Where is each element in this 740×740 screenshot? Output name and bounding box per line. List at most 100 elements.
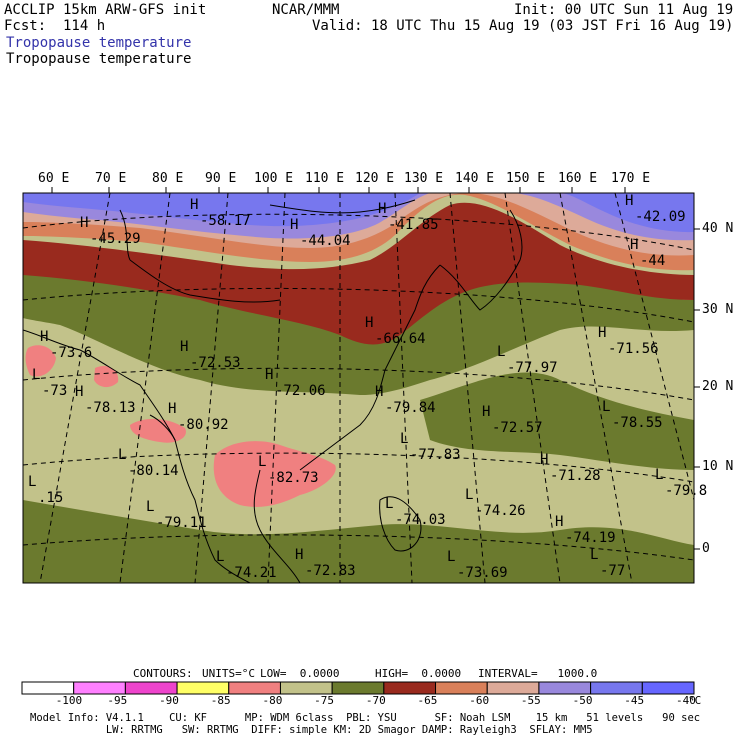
- low-center-value: -74.03: [395, 512, 446, 528]
- high-center-marker: H: [555, 514, 564, 530]
- valid-time: Valid: 18 UTC Thu 15 Aug 19 (03 JST Fri …: [312, 18, 734, 34]
- high-center-marker: H: [75, 384, 84, 400]
- shade-minus70-patch: [420, 372, 694, 470]
- lon-ticks: [51, 187, 626, 193]
- colorbar-swatch: [641, 681, 695, 695]
- high-center-value: -44: [640, 253, 666, 269]
- lon-label: 140 E: [455, 171, 495, 186]
- high-center-marker: H: [180, 339, 189, 355]
- high-center-value: -71.56: [608, 341, 659, 357]
- graticule: [23, 193, 694, 583]
- high-center-value: -42.09: [635, 209, 686, 225]
- lon-label: 70 E: [95, 171, 127, 186]
- colorbar-label: -80: [262, 694, 283, 707]
- lon-line-80: [119, 193, 171, 583]
- lon-label: 160 E: [558, 171, 598, 186]
- lat-label: 20 N: [702, 379, 734, 394]
- low-center-value: -74.21: [226, 565, 277, 581]
- colorbar-swatch: [486, 681, 540, 695]
- map-frame: [22, 192, 695, 584]
- low-center-marker: L: [497, 344, 506, 360]
- shade-minus70-south: [23, 500, 694, 583]
- colorbar-label: -60: [469, 694, 490, 707]
- contours-label: CONTOURS:: [133, 667, 193, 680]
- low-center-marker: L: [258, 454, 267, 470]
- border-central-asia: [119, 209, 131, 261]
- lat-line-0: [23, 534, 694, 561]
- lon-label: 130 E: [404, 171, 444, 186]
- colorbar-swatch: [228, 681, 281, 695]
- high-center-value: -79.84: [385, 400, 436, 416]
- high-center-value: -41.85: [388, 217, 439, 233]
- high-center-marker: H: [265, 367, 274, 383]
- model-info-line2: LW: RRTMG SW: RRTMG DIFF: simple KM: 2D …: [30, 724, 593, 736]
- high-center-value: -72.06: [275, 383, 326, 399]
- colorbar-swatch: [279, 681, 333, 695]
- low-center-marker: L: [655, 467, 664, 483]
- high-center-value: -72.57: [492, 420, 543, 436]
- model-title: ACCLIP 15km ARW-GFS init: [4, 2, 207, 18]
- colorbar-label: -40: [676, 694, 696, 707]
- lon-label: 120 E: [355, 171, 395, 186]
- lon-label: 170 E: [611, 171, 651, 186]
- high-center-marker: H: [295, 547, 304, 563]
- low-center-value: -78.55: [612, 415, 663, 431]
- colorbar-label: -75: [314, 694, 335, 707]
- coastline-indochina: [253, 469, 301, 583]
- low-center-marker: L: [118, 447, 127, 463]
- low-center-marker: L: [465, 487, 474, 503]
- low-center-value: -73: [42, 383, 68, 399]
- lat-label: 30 N: [702, 302, 734, 317]
- high-center-marker: H: [625, 193, 634, 209]
- colorbar-label: -90: [159, 694, 179, 707]
- low-center-marker: L: [602, 399, 611, 415]
- contours-high: HIGH= 0.0000: [375, 667, 462, 680]
- low-center-marker: L: [32, 367, 41, 383]
- low-center-marker: L: [146, 499, 155, 515]
- colorbar-swatch: [435, 681, 488, 695]
- high-center-value: -45.29: [90, 231, 141, 247]
- lat-line-30: [23, 287, 694, 323]
- contours-interval: INTERVAL= 1000.0: [478, 667, 598, 680]
- low-center-value: -77.97: [507, 360, 558, 376]
- lon-line-130: [449, 193, 486, 583]
- border-himalaya: [129, 259, 281, 303]
- low-center-marker: L: [590, 547, 599, 563]
- colorbar-label: -65: [417, 694, 438, 707]
- lon-label: 150 E: [506, 171, 546, 186]
- colorbar-swatch: [538, 681, 592, 695]
- high-center-value: -80.92: [178, 417, 229, 433]
- coastline-bay: [149, 414, 176, 441]
- high-center-marker: H: [80, 215, 89, 231]
- low-center-value: -80.14: [128, 463, 179, 479]
- lon-label: 100 E: [254, 171, 294, 186]
- shade-minus80-patch-4: [94, 365, 119, 388]
- high-center-marker: H: [190, 197, 199, 213]
- shade-minus80-patch-2: [130, 418, 186, 443]
- high-center-value: -72.83: [305, 563, 356, 579]
- high-center-value: -44.04: [300, 233, 351, 249]
- colorbar-label: -70: [365, 694, 386, 707]
- organization: NCAR/MMM: [272, 2, 340, 18]
- lon-line-140: [504, 193, 561, 583]
- high-center-marker: H: [290, 217, 299, 233]
- lon-line-70: [39, 193, 111, 583]
- low-center-value: -74.26: [475, 503, 526, 519]
- lon-label: 80 E: [152, 171, 184, 186]
- lon-line-160: [614, 193, 694, 501]
- low-center-marker: L: [447, 549, 456, 565]
- high-center-marker: H: [168, 401, 177, 417]
- init-time: Init: 00 UTC Sun 11 Aug 19: [514, 2, 734, 18]
- low-center-value: -79.11: [156, 515, 207, 531]
- high-center-value: -58.17: [200, 213, 251, 229]
- lon-label: 90 E: [205, 171, 237, 186]
- high-center-value: -72.53: [190, 355, 241, 371]
- low-center-marker: L: [385, 496, 394, 512]
- border-mongolia: [269, 199, 416, 214]
- colorbar-label: -50: [572, 694, 593, 707]
- colorbar-unit: °C: [688, 694, 702, 707]
- colorbar-swatch: [21, 681, 75, 695]
- high-center-value: -78.13: [85, 400, 136, 416]
- field-title-primary: Tropopause temperature: [6, 35, 192, 51]
